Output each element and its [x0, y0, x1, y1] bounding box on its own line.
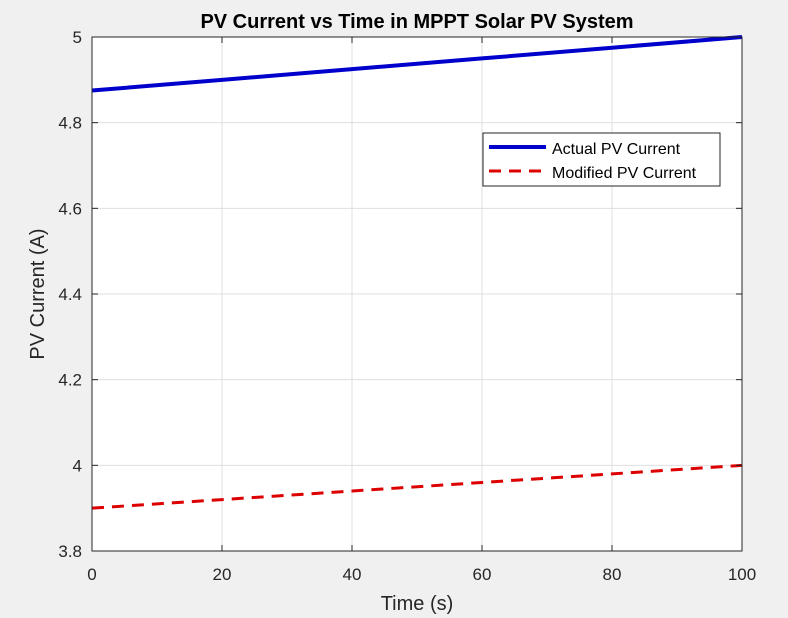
data-series: [91, 35, 743, 510]
axis-ticks: 0 20 40 60 80 100 3.8 4 4.2 4.4 4.6 4.8 5: [58, 28, 756, 584]
legend-label-actual-pv-current: Actual PV Current: [552, 141, 681, 158]
legend-box: [482, 132, 721, 187]
x-tick-label: 40: [343, 565, 362, 584]
y-axis-label: PV Current (A): [27, 228, 49, 359]
y-tick-label: 4.8: [58, 114, 82, 133]
y-tick-label: 4.2: [58, 371, 82, 390]
legend-label-modified-pv-current: Modified PV Current: [552, 165, 697, 182]
y-tick-label: 4: [73, 456, 82, 475]
y-tick-label: 4.6: [58, 199, 82, 218]
y-tick-label: 3.8: [58, 542, 82, 561]
x-tick-label: 100: [728, 565, 756, 584]
x-axis-label: Time (s): [381, 593, 454, 615]
x-tick-label: 80: [603, 565, 622, 584]
x-tick-label: 0: [87, 565, 96, 584]
legend: Actual PV Current Modified PV Current: [482, 132, 721, 187]
y-tick-label: 4.4: [58, 285, 82, 304]
series-line-modified-pv-current: [91, 463, 743, 510]
x-tick-label: 20: [213, 565, 232, 584]
x-tick-label: 60: [473, 565, 492, 584]
y-tick-label: 5: [73, 28, 82, 47]
series-line-actual-pv-current: [91, 35, 743, 93]
chart-title: PV Current vs Time in MPPT Solar PV Syst…: [200, 11, 633, 33]
